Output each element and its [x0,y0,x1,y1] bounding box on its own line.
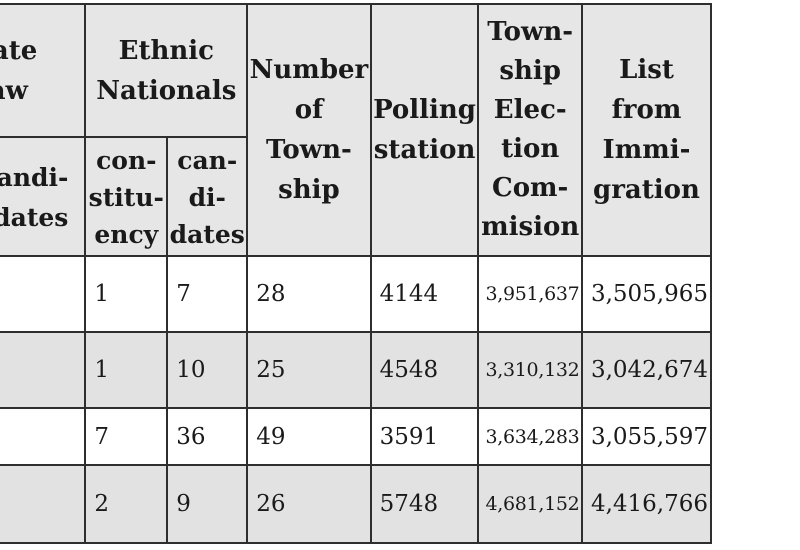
header-state-law: State Law [0,3,87,138]
header-ethnic-nationals-label: Ethnic Nationals [96,35,237,106]
header-row-1: State Law Ethnic Nationals Number of Tow… [0,3,713,257]
header-ethnic-constituency-label: con- stitu- ency [88,146,164,249]
header-list-from-immigration-label: List from Immi- gration [593,55,700,205]
header-township-election-commission-label: Town- ship Elec- tion Com- mision [481,17,580,242]
header-list-from-immigration: List from Immi- gration [580,3,713,257]
cell-township-election-commission: 4,681,152 [477,464,583,544]
cell-list-from-immigration: 4,416,766 [580,464,713,544]
cell-ethnic-candidates: 10 [166,331,249,409]
cell-list-from-immigration: 3,505,965 [580,255,713,333]
header-number-of-township-label: Number of Town- ship [249,55,369,205]
cell-township-election-commission: 3,951,637 [477,255,583,333]
cell-ethnic-constituency: 1 [84,255,169,333]
table-row: 162 1 7 28 4144 3,951,637 3,505,965 [0,255,713,333]
cell-townships: 49 [246,407,372,466]
cell-polling-stations: 3591 [369,407,480,466]
cell-ethnic-candidates: 36 [166,407,249,466]
cell-ethnic-candidates: 7 [166,255,249,333]
cell-townships: 25 [246,331,372,409]
cell-ethnic-constituency: 2 [84,464,169,544]
cell-polling-stations: 5748 [369,464,480,544]
cell-townships: 26 [246,464,372,544]
cell-ethnic-constituency: 7 [84,407,169,466]
cell-state-candidates: 122 [0,331,87,409]
cell-ethnic-candidates: 9 [166,464,249,544]
header-ethnic-candidates: can- di- dates [166,136,249,257]
header-ethnic-candidates-label: can- di- dates [169,146,245,249]
cell-list-from-immigration: 3,055,597 [580,407,713,466]
cell-polling-stations: 4144 [369,255,480,333]
table-row: 122 1 10 25 4548 3,310,132 3,042,674 [0,331,713,409]
cell-ethnic-constituency: 1 [84,331,169,409]
cell-township-election-commission: 3,634,283 [477,407,583,466]
header-number-of-township: Number of Town- ship [246,3,372,257]
cell-polling-stations: 4548 [369,331,480,409]
table-row: 172 2 9 26 5748 4,681,152 4,416,766 [0,464,713,544]
header-row-2: candi- dates con- stitu- ency can- di- d… [0,136,711,257]
cell-townships: 28 [246,255,372,333]
header-ethnic-nationals: Ethnic Nationals [84,3,249,138]
cell-list-from-immigration: 3,042,674 [580,331,713,409]
table-row: 198 7 36 49 3591 3,634,283 3,055,597 [0,407,713,466]
header-state-law-candidates: candi- dates [0,136,87,257]
header-ethnic-constituency: con- stitu- ency [84,136,169,257]
cell-state-candidates: 162 [0,255,87,333]
cell-state-candidates: 198 [0,407,87,466]
election-statistics-table: State Law Ethnic Nationals Number of Tow… [0,3,713,544]
cell-township-election-commission: 3,310,132 [477,331,583,409]
header-polling-station-label: Polling station [373,95,476,165]
cell-state-candidates: 172 [0,464,87,544]
header-state-law-candidates-label: candi- dates [0,162,69,232]
header-township-election-commission: Town- ship Elec- tion Com- mision [477,3,583,257]
header-state-law-label: State Law [0,35,38,106]
header-polling-station: Polling station [369,3,480,257]
